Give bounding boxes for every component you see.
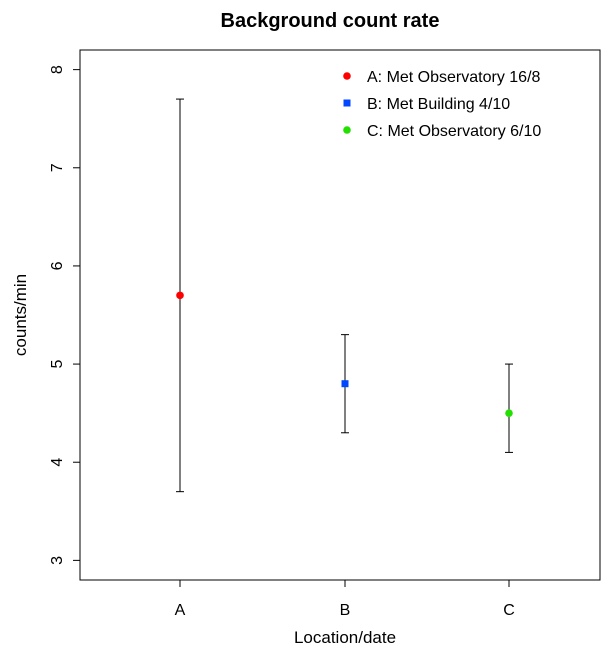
legend-marker-B xyxy=(343,99,351,107)
y-axis-label: counts/min xyxy=(11,274,30,356)
legend: A: Met Observatory 16/8 B: Met Building 4… xyxy=(343,69,541,140)
data-point-A xyxy=(176,291,184,300)
legend-marker-C xyxy=(343,126,351,134)
x-axis: A B C xyxy=(175,580,515,619)
y-tick-label-6: 6 xyxy=(49,261,66,270)
y-tick-label-3: 3 xyxy=(49,556,66,565)
y-tick-label-8: 8 xyxy=(49,65,66,74)
legend-entry-B: B: Met Building 4/10 xyxy=(367,96,510,113)
plot-area-frame xyxy=(79,49,601,581)
y-axis: 3 4 5 6 7 8 xyxy=(49,65,80,565)
x-tick-label-A: A xyxy=(175,602,186,619)
chart-title: Background count rate xyxy=(221,10,440,32)
legend-entry-A: A: Met Observatory 16/8 xyxy=(367,69,541,86)
legend-entry-C: C: Met Observatory 6/10 xyxy=(367,123,541,140)
data-marks xyxy=(176,98,513,493)
x-axis-label: Location/date xyxy=(294,628,396,646)
x-tick-label-B: B xyxy=(340,602,351,619)
y-tick-label-7: 7 xyxy=(49,163,66,172)
y-tick-label-4: 4 xyxy=(49,458,66,467)
data-point-B xyxy=(341,380,349,388)
y-tick-label-5: 5 xyxy=(49,360,66,369)
data-point-C xyxy=(505,409,513,417)
x-tick-label-C: C xyxy=(503,602,515,619)
legend-marker-A xyxy=(343,72,351,80)
